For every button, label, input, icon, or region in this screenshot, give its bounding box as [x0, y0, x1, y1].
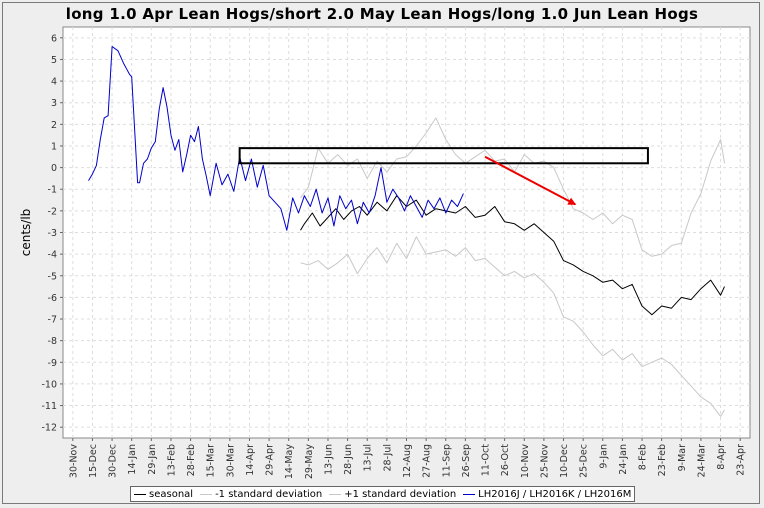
minus-1-sd-line	[300, 236, 725, 417]
x-tick-label: 30-Dec	[108, 444, 119, 478]
y-tick-label: -9	[48, 358, 57, 369]
legend-swatch-contract	[463, 493, 476, 495]
x-tick-label: 26-Sep	[461, 444, 472, 477]
y-tick-label: 6	[51, 33, 57, 44]
legend-item-seasonal: seasonal	[134, 489, 193, 500]
legend-item-plus-1-sd: +1 standard deviation	[329, 489, 456, 500]
legend-item-contract: LH2016J / LH2016K / LH2016M	[463, 489, 631, 500]
x-tick-label: 24-Mar	[696, 444, 707, 478]
y-tick-label: -1	[48, 185, 57, 196]
x-tick-label: 13-Jul	[363, 444, 374, 472]
x-tick-label: 8-Feb	[638, 444, 649, 470]
y-tick-label: -6	[48, 293, 57, 304]
x-tick-label: 10-Nov	[520, 444, 531, 478]
x-tick-label: 25-Dec	[579, 444, 590, 478]
seasonal-line	[300, 195, 725, 316]
x-tick-label: 9-Jan	[598, 444, 609, 469]
x-tick-label: 11-Sep	[441, 444, 452, 477]
x-tick-label: 15-Dec	[88, 444, 99, 478]
x-tick-label: 11-Oct	[481, 444, 492, 476]
y-tick-label: -10	[41, 379, 57, 390]
y-tick-label: -11	[41, 401, 57, 412]
x-tick-label: 28-Jun	[343, 444, 354, 475]
annotation-arrow	[484, 155, 577, 206]
x-tick-label: 23-Feb	[657, 444, 668, 476]
y-tick-label: -2	[48, 206, 57, 217]
x-tick-label: 28-Jul	[382, 444, 393, 472]
legend-label-contract: LH2016J / LH2016K / LH2016M	[478, 488, 632, 500]
x-tick-label: 28-Feb	[186, 444, 197, 476]
y-axis-label: cents/lb	[19, 209, 33, 257]
x-tick-label: 13-Jun	[323, 444, 334, 475]
x-tick-label: 13-Feb	[166, 444, 177, 476]
x-tick-label: 29-May	[304, 444, 315, 480]
y-tick-label: -3	[48, 228, 57, 239]
legend-swatch-seasonal	[134, 493, 146, 495]
x-tick-label: 12-Aug	[402, 444, 413, 478]
x-tick-label: 30-Nov	[68, 444, 79, 478]
legend-label-seasonal: seasonal	[149, 488, 194, 500]
x-tick-label: 29-Apr	[265, 444, 276, 476]
x-tick-label: 25-Nov	[539, 444, 550, 478]
x-tick-label: 14-Jan	[127, 444, 138, 475]
annotation-box	[238, 147, 649, 165]
x-tick-label: 14-Apr	[245, 444, 256, 476]
x-tick-label: 14-May	[284, 444, 295, 480]
chart-title: long 1.0 Apr Lean Hogs/short 2.0 May Lea…	[65, 5, 699, 23]
x-tick-label: 29-Jan	[147, 444, 158, 475]
legend: seasonal -1 standard deviation +1 standa…	[130, 486, 636, 502]
contract-line	[88, 46, 464, 231]
x-tick-label: 15-Mar	[206, 444, 217, 478]
y-tick-label: 5	[51, 55, 57, 66]
x-tick-label: 30-Mar	[225, 444, 236, 478]
y-tick-label: 4	[51, 77, 57, 88]
y-tick-label: -4	[48, 250, 57, 261]
y-tick-label: 0	[51, 163, 57, 174]
x-tick-label: 8-Apr	[716, 444, 727, 470]
y-tick-label: -7	[48, 315, 57, 326]
legend-swatch-plus-1-sd	[329, 493, 342, 495]
y-tick-label: 1	[51, 141, 57, 152]
x-tick-label: 26-Oct	[500, 444, 511, 476]
legend-label-minus-1-sd: -1 standard deviation	[215, 488, 323, 500]
x-tick-label: 9-Mar	[677, 444, 688, 471]
x-tick-label: 24-Jan	[618, 444, 629, 475]
y-tick-label: 3	[51, 98, 57, 109]
y-tick-label: -12	[41, 423, 57, 434]
legend-swatch-minus-1-sd	[200, 493, 213, 495]
y-tick-label: 2	[51, 120, 57, 131]
x-tick-label: 10-Dec	[559, 444, 570, 478]
x-tick-label: 27-Aug	[422, 444, 433, 478]
y-tick-label: -8	[48, 336, 57, 347]
x-tick-label: 23-Apr	[736, 444, 747, 476]
legend-label-plus-1-sd: +1 standard deviation	[344, 488, 457, 500]
y-tick-label: -5	[48, 271, 57, 282]
legend-item-minus-1-sd: -1 standard deviation	[200, 489, 322, 500]
